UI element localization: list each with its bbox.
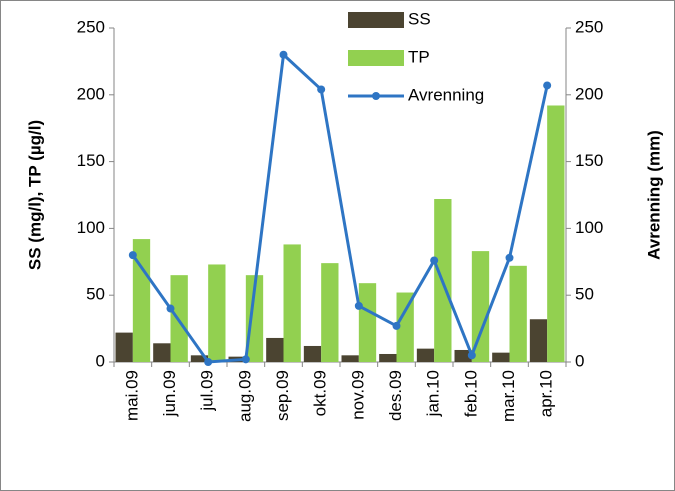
y2-tick-label: 100 [575, 218, 603, 237]
marker [204, 358, 213, 366]
marker [392, 321, 401, 330]
x-tick-label: jul.09 [198, 370, 217, 412]
bar [208, 264, 226, 362]
bar [245, 275, 264, 362]
y2-axis-label: Avrenning (mm) [644, 130, 663, 260]
bar [358, 283, 377, 362]
marker [354, 301, 363, 310]
y2-tick-label: 250 [575, 17, 603, 36]
y-tick-label: 250 [77, 17, 105, 36]
x-tick-label: sep.09 [273, 370, 292, 421]
bar [416, 348, 435, 362]
legend-marker [372, 92, 380, 100]
marker [543, 81, 552, 90]
x-tick-label: nov.09 [348, 370, 367, 420]
marker [279, 50, 288, 59]
bar [341, 355, 359, 362]
x-tick-label: jan.10 [424, 370, 443, 417]
y2-tick-label: 150 [575, 151, 603, 170]
legend-label: TP [408, 47, 430, 66]
bar [321, 263, 339, 362]
bar [492, 352, 510, 362]
x-tick-label: mar.10 [499, 370, 518, 422]
marker [430, 256, 439, 265]
x-tick-label: okt.09 [311, 370, 330, 416]
y2-tick-label: 0 [575, 351, 584, 370]
marker [505, 253, 514, 262]
x-tick-label: aug.09 [235, 370, 254, 422]
marker [467, 351, 476, 360]
legend-label: SS [408, 9, 431, 28]
bar [547, 105, 565, 362]
y-tick-label: 100 [77, 218, 105, 237]
bar [396, 292, 414, 362]
y2-tick-label: 50 [575, 285, 594, 304]
marker [241, 355, 250, 364]
x-tick-label: jun.09 [160, 370, 179, 417]
bar [153, 343, 171, 362]
legend-swatch [348, 12, 404, 28]
bar [471, 251, 490, 362]
bar [115, 332, 133, 362]
line [131, 51, 549, 364]
marker [317, 85, 326, 94]
bar [132, 239, 151, 362]
x-tick-label: des.09 [386, 370, 405, 421]
x-tick-label: mai.09 [122, 370, 141, 421]
x-tick-label: apr.10 [537, 370, 556, 417]
marker [166, 304, 175, 313]
y2-tick-label: 200 [575, 84, 603, 103]
bar [529, 319, 548, 362]
legend-swatch [348, 50, 404, 66]
bar [266, 337, 284, 362]
legend-label: Avrenning [408, 85, 484, 104]
bar [454, 349, 472, 362]
bar [283, 244, 301, 362]
bar [379, 353, 397, 362]
y-tick-label: 50 [86, 285, 105, 304]
x-tick-label: feb.10 [461, 370, 480, 417]
y-axis-label: SS (mg/l), TP (µg/l) [25, 120, 44, 270]
bar [303, 345, 322, 362]
bar [509, 265, 527, 362]
y-tick-label: 150 [77, 151, 105, 170]
marker [128, 251, 137, 260]
bar [190, 355, 209, 362]
y-tick-label: 0 [96, 351, 105, 370]
y-tick-label: 200 [77, 84, 105, 103]
